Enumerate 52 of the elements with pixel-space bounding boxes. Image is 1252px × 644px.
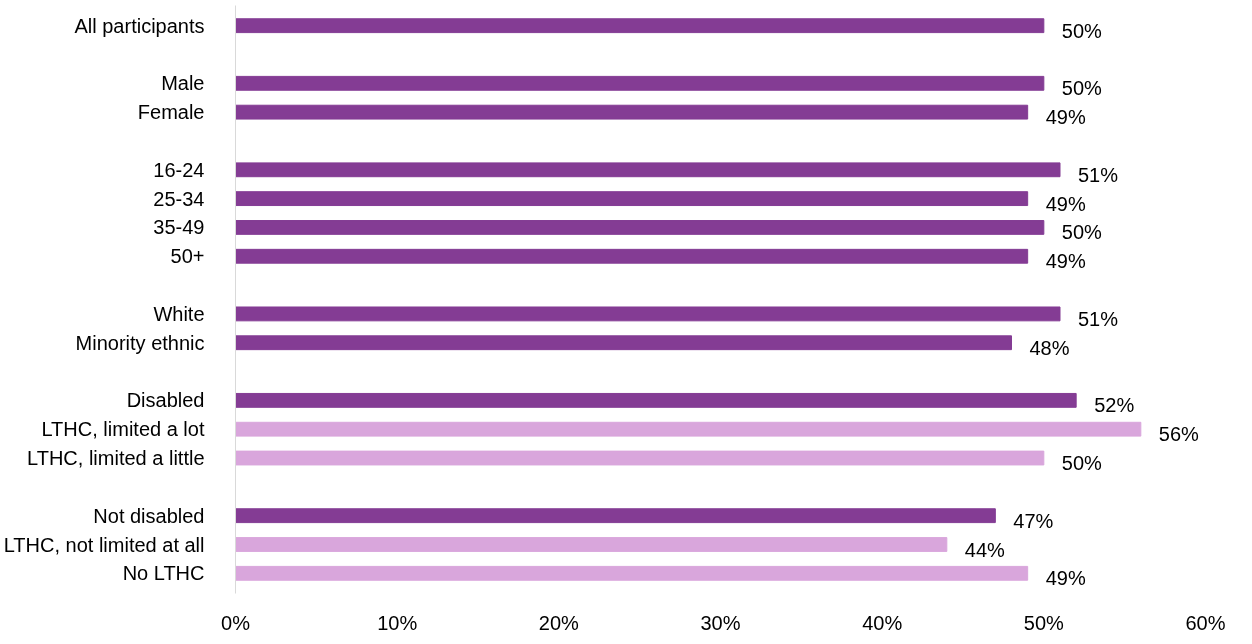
x-tick-label: 10%	[377, 611, 418, 634]
data-label: 50%	[1061, 19, 1103, 42]
data-label: 51%	[1078, 163, 1119, 186]
data-label: 50%	[1061, 452, 1103, 475]
x-tick-label: 0%	[221, 611, 251, 634]
bar	[235, 220, 1045, 235]
y-tick-label: 50+	[170, 245, 205, 268]
bar	[235, 508, 996, 524]
data-label: 49%	[1045, 567, 1086, 590]
bar	[235, 191, 1029, 207]
bar	[235, 537, 948, 552]
y-tick-label: Female	[137, 101, 205, 124]
bar	[235, 421, 1142, 437]
y-tick-label: 35-49	[153, 216, 205, 239]
data-label: 49%	[1045, 192, 1086, 215]
x-tick-label: 30%	[700, 611, 741, 634]
y-tick-label: Male	[161, 72, 205, 95]
y-tick-label: Not disabled	[93, 504, 205, 527]
bar	[235, 306, 1061, 322]
data-label: 56%	[1158, 423, 1200, 446]
data-label: 48%	[1029, 336, 1070, 359]
y-tick-label: 25-34	[153, 187, 205, 210]
y-tick-label: All participants	[74, 14, 205, 37]
y-tick-label: LTHC, limited a little	[27, 447, 205, 470]
y-tick-label: Disabled	[126, 389, 205, 412]
x-tick-label: 50%	[1023, 611, 1065, 634]
x-tick-label: 40%	[862, 611, 903, 634]
x-tick-label: 20%	[538, 611, 580, 634]
data-label: 51%	[1078, 307, 1119, 330]
y-tick-label: LTHC, limited a lot	[41, 418, 205, 441]
data-label: 49%	[1045, 250, 1086, 273]
bar	[235, 392, 1077, 408]
y-tick-label: LTHC, not limited at all	[3, 533, 205, 556]
data-label: 50%	[1061, 221, 1103, 244]
data-label: 52%	[1094, 394, 1135, 417]
y-tick-label: 16-24	[153, 158, 205, 181]
x-tick-label: 60%	[1185, 611, 1226, 634]
data-label: 44%	[964, 538, 1006, 561]
y-tick-label: White	[153, 302, 205, 325]
bar	[235, 248, 1029, 264]
bar	[235, 565, 1029, 581]
bar	[235, 104, 1029, 120]
bar	[235, 450, 1045, 466]
data-label: 47%	[1013, 509, 1054, 532]
bar	[235, 162, 1061, 178]
data-label: 49%	[1045, 106, 1086, 129]
data-label: 50%	[1061, 77, 1103, 100]
bar	[235, 335, 1012, 351]
y-tick-label: Minority ethnic	[75, 331, 205, 354]
bar	[235, 18, 1045, 34]
y-tick-label: No LTHC	[122, 562, 205, 585]
bar	[235, 75, 1045, 91]
